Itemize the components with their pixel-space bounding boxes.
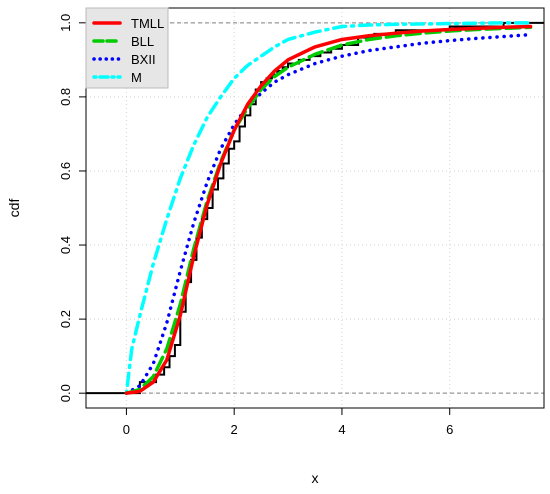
legend: TMLL BLL BXII M [85, 7, 169, 89]
legend-label-m: M [131, 70, 142, 85]
x-tick-label: 2 [231, 422, 238, 437]
y-tick-label: 1.0 [58, 14, 73, 32]
x-tick-label: 6 [446, 422, 453, 437]
plot-frame [85, 7, 545, 409]
x-tick-label: 0 [123, 422, 130, 437]
series-line-bll [124, 25, 533, 395]
legend-label-tmll: TMLL [131, 16, 164, 31]
y-tick-label: 0.6 [58, 162, 73, 180]
legend-label-bxii: BXII [131, 52, 156, 67]
y-tick-label: 0.8 [58, 88, 73, 106]
series-line-m [124, 21, 533, 395]
y-tick-label: 0.4 [58, 236, 73, 254]
legend-box [85, 7, 169, 89]
series-line-tmll [124, 24, 533, 395]
fitted-curves [124, 21, 533, 395]
y-tick-label: 0.2 [58, 310, 73, 328]
x-axis-title: x [312, 470, 319, 486]
y-tick-label: 0.0 [58, 384, 73, 402]
y-axis-title: cdf [6, 199, 22, 218]
y-axis: 0.0 0.2 0.4 0.6 0.8 1.0 [58, 14, 86, 402]
legend-label-bll: BLL [131, 34, 154, 49]
x-tick-label: 4 [338, 422, 345, 437]
x-axis: 0 2 4 6 [123, 408, 453, 437]
grid-lines [86, 8, 544, 408]
